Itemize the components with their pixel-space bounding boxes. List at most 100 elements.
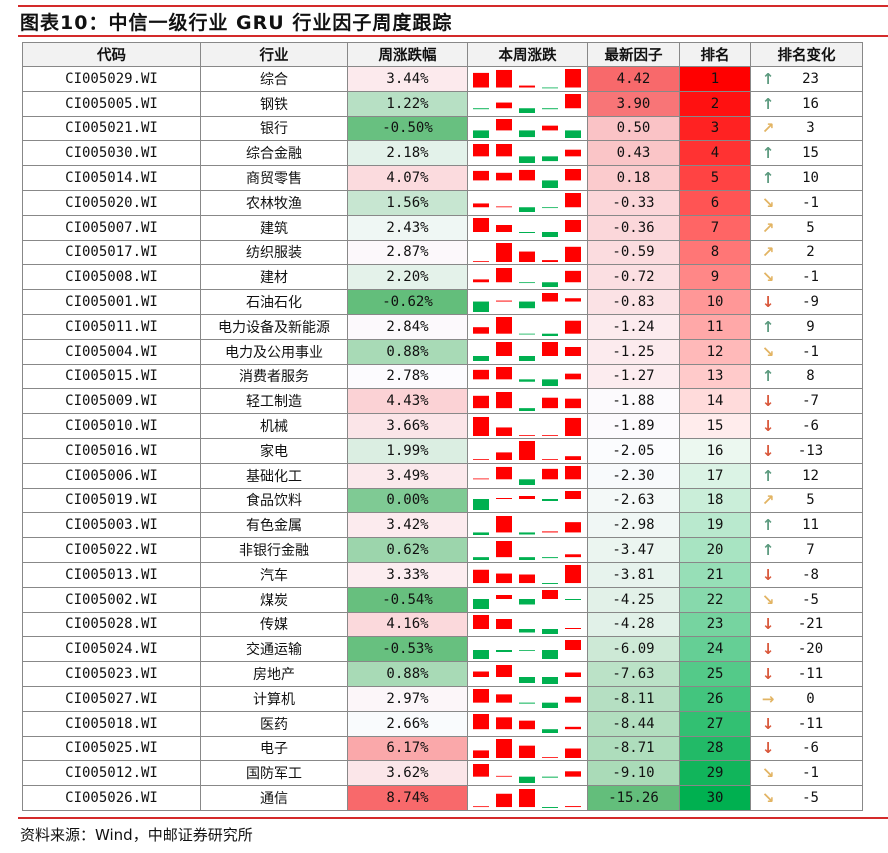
rank-change-value: 15 [802,145,819,162]
industry-cell: 汽车 [200,561,348,588]
daily-bar [519,676,535,683]
rank-change: ↑ 7 [751,538,862,562]
rank-change-value: -1 [802,269,819,286]
daily-change-sparkline [473,441,581,461]
code-cell: CI005001.WI [22,289,201,315]
sparkline-cell [467,90,588,117]
factor-cell: -3.47 [587,537,680,563]
rank-change-value: 8 [806,368,815,385]
rank-change-cell: ↘ -1 [750,189,863,216]
sparkline-cell [467,685,588,712]
factor-cell: -1.24 [587,313,680,340]
daily-bar [519,532,535,535]
code-cell: CI005009.WI [22,388,201,415]
rank-change-value: 23 [802,70,819,87]
daily-bar [473,279,489,283]
daily-bar [565,726,581,730]
daily-change-sparkline [473,590,581,610]
code-cell: CI005005.WI [22,90,201,117]
table-row: CI005008.WI 建材 2.20% -0.72 9 ↘ -1 [22,264,863,291]
daily-bar [473,416,489,436]
daily-bar [519,479,535,486]
daily-bar [519,207,535,213]
daily-change-sparkline [473,515,581,535]
rank-change: ↗ 2 [751,241,862,265]
rank-change-value: -5 [802,790,819,806]
daily-bar [542,260,558,262]
daily-bar [542,776,558,778]
rank-cell: 21 [679,561,751,588]
daily-bar [565,246,581,262]
rank-change-value: -7 [802,393,819,410]
industry-cell: 房地产 [200,661,348,687]
column-header: 行业 [200,42,348,67]
rank-change: ↓ -9 [751,290,862,314]
daily-bar [519,649,535,651]
industry-cell: 机械 [200,413,348,439]
factor-cell: -1.88 [587,388,680,415]
daily-bar [542,729,558,734]
rank-change-cell: ↓ -20 [750,636,863,663]
daily-bar [519,407,535,411]
daily-bar [519,356,535,362]
rank-change-cell: ↓ -9 [750,289,863,315]
rank-change: ↓ -13 [751,439,862,463]
code-cell: CI005017.WI [22,239,201,266]
sparkline-cell [467,760,588,787]
daily-change-sparkline [473,168,581,188]
rank-change-cell: ↑ 16 [750,90,863,117]
daily-bar [542,379,558,386]
rank-cell: 24 [679,636,751,663]
rank-change: ↓ -8 [751,563,862,587]
sparkline-cell [467,636,588,663]
industry-cell: 钢铁 [200,90,348,117]
daily-bar [473,218,489,233]
sparkline-cell [467,586,588,613]
factor-cell: -9.10 [587,760,680,787]
daily-bar [565,270,581,283]
rank-change: ↓ -20 [751,637,862,661]
weekly-change-cell: 4.16% [347,611,468,638]
table-row: CI005016.WI 家电 1.99% -2.05 16 ↓ -13 [22,437,863,464]
daily-bar [496,573,512,584]
weekly-change-cell: -0.50% [347,115,468,142]
arrow-up-icon: ↑ [761,94,775,113]
rank-change-cell: ↑ 15 [750,140,863,167]
daily-bar [496,342,512,357]
daily-bar [519,334,535,335]
rank-change-cell: ↘ -1 [750,338,863,365]
rank-change: ↑ 8 [751,365,862,389]
industry-cell: 商贸零售 [200,165,348,191]
daily-change-sparkline [473,540,581,560]
arrow-right-icon: → [761,689,775,708]
factor-cell: -8.44 [587,710,680,737]
rank-cell: 12 [679,338,751,365]
daily-bar [496,664,512,677]
daily-bar [565,748,581,758]
rank-change-value: -20 [797,641,824,658]
rank-change: ↗ 5 [751,489,862,513]
rank-change: → 0 [751,687,862,711]
daily-bar [473,369,489,380]
weekly-change-cell: 1.99% [347,437,468,464]
daily-bar [565,639,581,650]
rank-change: ↗ 5 [751,216,862,240]
daily-bar [542,531,558,533]
rank-cell: 10 [679,289,751,315]
rank-change: ↘ -1 [751,265,862,289]
daily-bar [496,102,512,109]
table-row: CI005014.WI 商贸零售 4.07% 0.18 5 ↑ 10 [22,165,863,191]
daily-bar [496,143,512,157]
rank-change: ↓ -11 [751,712,862,736]
daily-bar [496,515,512,533]
daily-bar [473,130,489,138]
daily-bar [519,232,535,234]
daily-bar [565,193,581,208]
daily-bar [565,697,581,703]
code-cell: CI005013.WI [22,561,201,588]
sparkline-cell [467,710,588,737]
code-cell: CI005006.WI [22,462,201,489]
daily-bar [542,207,558,209]
factor-cell: -1.27 [587,363,680,390]
daily-change-sparkline [473,788,581,808]
